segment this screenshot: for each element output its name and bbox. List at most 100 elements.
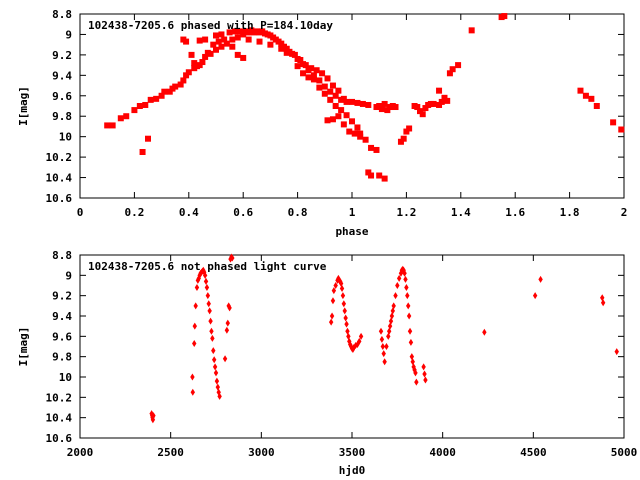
data-point: [335, 87, 342, 94]
data-point: [211, 356, 217, 364]
y-tick-label: 9: [65, 269, 72, 282]
data-point: [405, 292, 410, 300]
data-point: [389, 312, 395, 320]
data-point: [275, 38, 282, 45]
x-axis-ticks: 0 0.2 0.4 0.6 0.8 1 1.2 1.4 1.6 1.8 2: [77, 14, 627, 219]
data-point: [449, 66, 456, 73]
data-point: [213, 46, 219, 53]
x-tick-label: 2500: [157, 446, 184, 459]
data-point: [319, 70, 326, 77]
data-point: [229, 43, 236, 50]
data-point: [406, 312, 412, 320]
data-point: [256, 38, 263, 45]
data-point: [390, 307, 395, 315]
data-point: [395, 282, 400, 289]
x-tick-label: 0.8: [288, 206, 308, 219]
data-point: [423, 376, 428, 384]
data-point: [357, 133, 364, 140]
x-tick-label: 1.8: [560, 206, 580, 219]
data-point: [359, 100, 366, 107]
data-point: [267, 41, 274, 48]
data-point: [202, 36, 209, 43]
data-points: [149, 253, 619, 424]
data-point: [211, 347, 216, 355]
data-point: [380, 343, 386, 350]
data-point: [297, 57, 304, 63]
y-tick-label: 10.6: [46, 432, 73, 445]
data-point: [109, 122, 116, 129]
data-point: [614, 348, 619, 356]
data-point: [368, 172, 375, 179]
y-axis-ticks: 8.8 9 9.2 9.4 9.6 9.8 10 10.2 10.4 10.6: [46, 8, 624, 205]
data-point: [229, 36, 236, 43]
data-point: [593, 103, 600, 109]
data-point: [386, 327, 392, 335]
data-point: [354, 124, 361, 131]
data-point: [210, 41, 217, 48]
data-point: [333, 282, 338, 289]
data-point: [204, 49, 211, 56]
data-point: [402, 269, 407, 277]
data-point: [204, 284, 210, 292]
data-point: [192, 322, 197, 330]
data-point: [240, 31, 247, 38]
data-point: [357, 130, 364, 137]
data-point: [354, 99, 361, 106]
data-point: [310, 76, 317, 83]
y-tick-label: 8.8: [52, 249, 72, 262]
x-tick-label: 0.6: [233, 206, 253, 219]
data-point: [327, 96, 334, 103]
data-point: [226, 29, 233, 36]
chart-title: 102438-7205.6 not phased light curve: [88, 260, 327, 273]
data-point: [538, 275, 543, 283]
data-point: [215, 38, 222, 45]
x-axis-ticks: 2000 2500 3000 3500 4000 4500 5000: [67, 255, 638, 459]
data-point: [193, 302, 198, 310]
data-point: [224, 326, 230, 334]
data-point: [321, 83, 328, 90]
data-point: [209, 327, 214, 335]
data-point: [413, 369, 418, 377]
chart-title: 102438-7205.6 phased with P=184.10day: [88, 19, 333, 32]
data-point: [501, 13, 508, 20]
data-point: [376, 103, 383, 109]
data-point: [300, 70, 307, 77]
data-point: [177, 81, 184, 88]
data-point: [381, 175, 388, 182]
y-tick-label: 10: [59, 131, 72, 144]
data-point: [444, 97, 451, 104]
data-point: [417, 108, 423, 115]
data-point: [316, 77, 323, 84]
x-tick-label: 5000: [611, 446, 638, 459]
data-point: [202, 53, 209, 60]
data-point: [343, 98, 350, 105]
y-tick-label: 9.2: [52, 290, 72, 303]
data-point: [393, 292, 398, 300]
data-point: [232, 28, 239, 35]
data-point: [185, 69, 192, 76]
data-point: [218, 31, 225, 38]
y-tick-label: 9.2: [52, 49, 72, 62]
data-point: [349, 118, 355, 125]
data-point: [136, 103, 143, 109]
data-point: [331, 287, 337, 295]
data-point: [225, 319, 230, 327]
data-point: [131, 107, 138, 114]
data-point: [379, 335, 385, 343]
data-point: [362, 136, 369, 143]
x-tick-label: 4000: [429, 446, 456, 459]
data-point: [145, 135, 151, 142]
data-point: [600, 294, 605, 302]
data-point: [190, 373, 195, 381]
data-point: [217, 392, 222, 400]
data-point: [397, 138, 404, 145]
plot-frame: [79, 13, 625, 199]
data-point: [422, 105, 429, 112]
data-point: [582, 92, 589, 99]
data-point: [340, 292, 346, 300]
data-point: [378, 327, 384, 335]
data-point: [387, 322, 393, 330]
data-point: [270, 34, 277, 41]
data-point: [332, 103, 339, 109]
x-tick-label: 0.2: [124, 206, 144, 219]
